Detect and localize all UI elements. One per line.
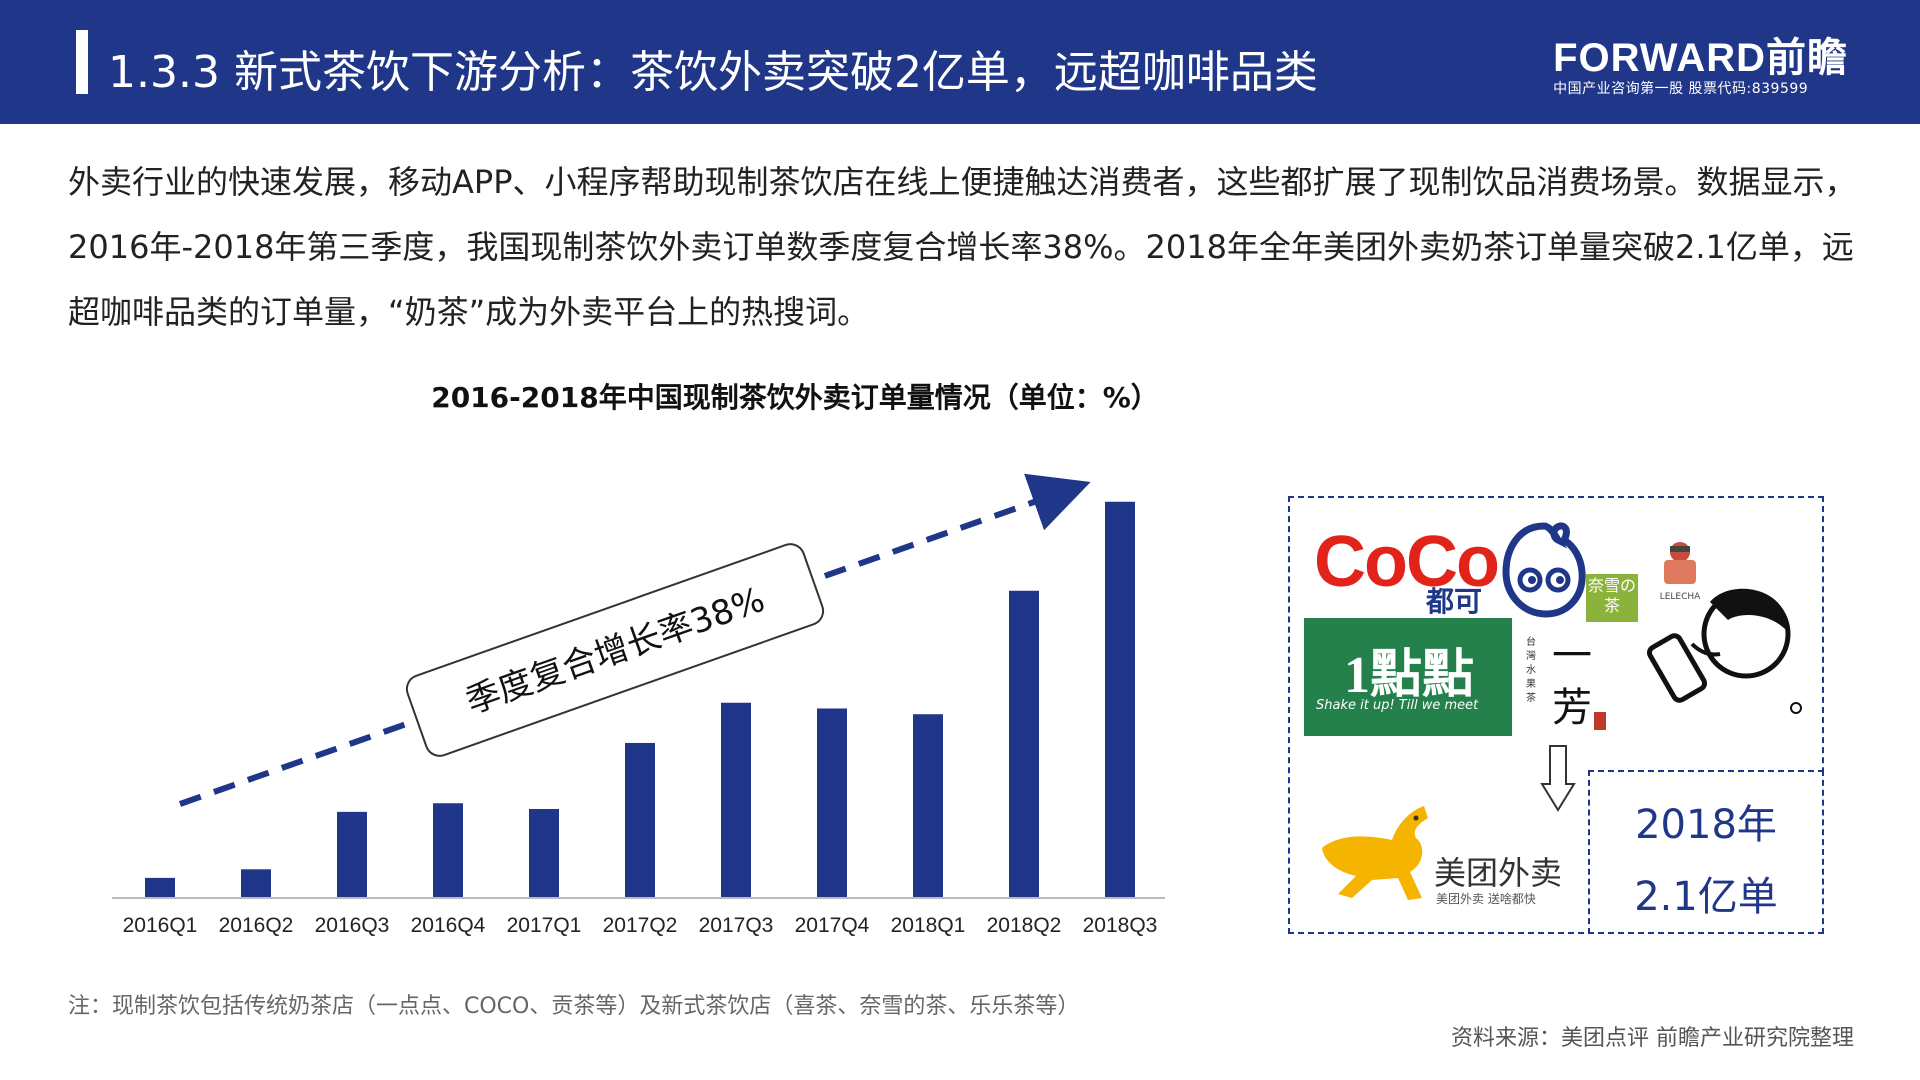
yifang-name: 一芳 [1552,633,1592,731]
bar-2018Q3 [1105,501,1135,898]
lelecha-text: LELECHA [1659,592,1701,602]
bar-2016Q4 [433,803,463,898]
logo-subtitle: 中国产业咨询第一股 股票代码:839599 [1553,81,1809,97]
bar-2018Q2 [1009,590,1039,898]
lelecha-mascot-icon [1664,542,1696,584]
x-tick-label: 2018Q1 [891,914,966,937]
bar-2018Q1 [913,714,943,898]
x-tick-label: 2016Q1 [123,914,198,937]
footnote: 注：现制茶饮包括传统奶茶店（一点点、COCO、贡茶等）及新式茶饮店（喜茶、奈雪的… [68,994,1080,1019]
drinker-logo [1646,588,1802,714]
bar-2016Q2 [241,869,271,898]
x-tick-label: 2016Q4 [411,914,486,937]
x-tick-label: 2017Q2 [603,914,678,937]
x-tick-label: 2018Q3 [1083,914,1158,937]
x-tick-label: 2017Q1 [507,914,582,937]
header-banner: 1.3.3 新式茶饮下游分析：茶饮外卖突破2亿单，远超咖啡品类 FORWARD前… [0,0,1920,124]
x-tick-label: 2016Q2 [219,914,294,937]
title-accent-bar [76,30,88,94]
chart-title: 2016-2018年中国现制茶饮外卖订单量情况（单位：%） [431,381,1159,414]
growth-annotation: 季度复合增长率38% [405,543,825,757]
meituan-slogan: 美团外卖 送啥都快 [1436,892,1536,906]
yidiandian-logo: 1點點 Shake it up! Till we meet [1304,618,1512,736]
x-tick-label: 2018Q2 [987,914,1062,937]
page-title: 1.3.3 新式茶饮下游分析：茶饮外卖突破2亿单，远超咖啡品类 [108,47,1318,98]
coco-logo: CoCo [1314,522,1500,602]
bar-2017Q2 [625,742,655,898]
yifang-logo: 台灣水果茶 一芳 [1526,626,1612,742]
lelecha-logo: LELECHA [1648,538,1712,602]
bar-chart: 2016Q1 2016Q2 2016Q3 2016Q4 2017Q1 2017Q2 2017… [112,473,1165,937]
bar-2017Q4 [817,708,847,898]
coco-logo-cn: 都可 [1426,585,1483,618]
bar-2016Q3 [337,811,367,898]
source-note: 资料来源：美团点评 前瞻产业研究院整理 [1451,1026,1854,1051]
yifang-seal-icon [1594,712,1606,730]
bar-2016Q1 [145,877,175,898]
bar-2017Q1 [529,808,559,898]
bar-2017Q3 [721,702,751,898]
intro-paragraph: 外卖行业的快速发展，移动APP、小程序帮助现制茶饮店在线上便捷触达消费者，这些都… [68,163,1857,331]
stat-year: 2018年 [1635,802,1777,848]
stat-amount: 2.1亿单 [1634,874,1778,920]
x-tick-label: 2016Q3 [315,914,390,937]
meituan-kangaroo-icon [1322,806,1428,900]
nayuki-logo: 奈雪の茶 [1586,574,1638,622]
brand-logos-panel: CoCo 都可 奈雪の茶 LELECHA 1點點 Shake it up! Ti… [1288,496,1824,934]
x-tick-label: 2017Q3 [699,914,774,937]
order-stat-box: 2018年 2.1亿单 [1588,770,1824,934]
forward-logo: FORWARD前瞻 中国产业咨询第一股 股票代码:839599 [1553,36,1848,98]
annotation-box [405,543,825,757]
yidiandian-name: 1點點 [1344,647,1475,704]
yifang-side-text: 台灣水果茶 [1526,637,1536,704]
x-tick-label: 2017Q4 [795,914,870,937]
logo-text: FORWARD前瞻 [1553,36,1848,80]
yidiandian-slogan: Shake it up! Till we meet [1316,698,1479,713]
heytea-logo [1502,522,1586,618]
down-arrow-icon [1540,745,1576,812]
meituan-name: 美团外卖 [1434,854,1563,892]
